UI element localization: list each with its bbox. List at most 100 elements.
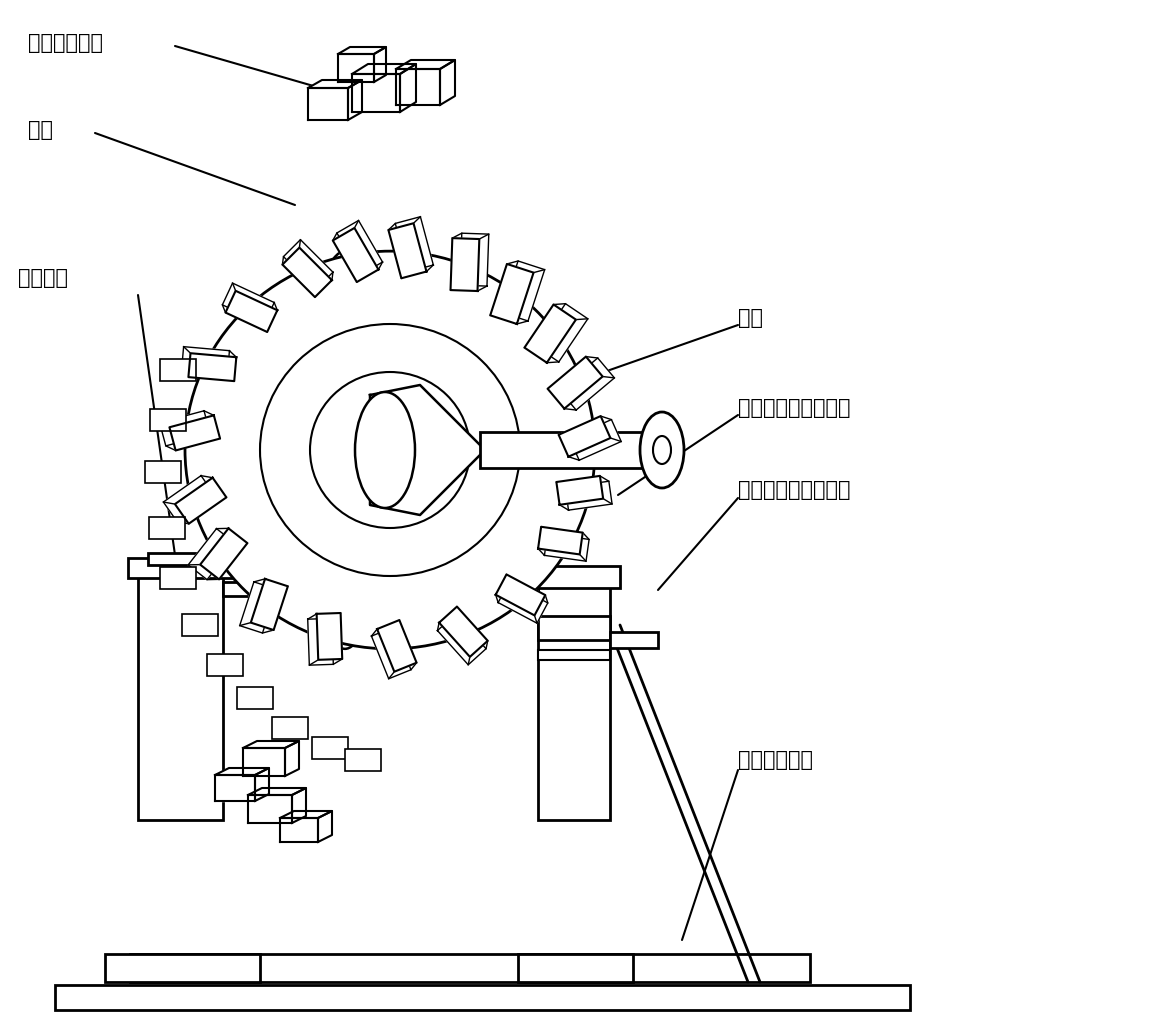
- Polygon shape: [559, 358, 615, 410]
- Polygon shape: [336, 220, 383, 274]
- Polygon shape: [255, 768, 269, 801]
- Polygon shape: [544, 534, 589, 561]
- Ellipse shape: [303, 251, 387, 649]
- Polygon shape: [450, 238, 479, 291]
- Polygon shape: [240, 582, 277, 633]
- Bar: [538, 616, 610, 640]
- Bar: [312, 737, 348, 759]
- Polygon shape: [225, 291, 277, 332]
- Polygon shape: [242, 748, 285, 776]
- Polygon shape: [317, 613, 342, 660]
- Bar: [55, 985, 909, 1009]
- Ellipse shape: [260, 324, 520, 576]
- Bar: [271, 717, 309, 739]
- Polygon shape: [280, 811, 332, 818]
- Bar: [519, 954, 633, 982]
- Polygon shape: [440, 60, 455, 105]
- Polygon shape: [536, 303, 588, 362]
- Polygon shape: [160, 411, 210, 446]
- Polygon shape: [282, 248, 332, 297]
- Polygon shape: [201, 528, 247, 580]
- Polygon shape: [351, 64, 416, 74]
- Polygon shape: [248, 788, 306, 795]
- Polygon shape: [175, 478, 226, 523]
- Bar: [538, 650, 610, 660]
- Ellipse shape: [310, 372, 470, 528]
- Polygon shape: [370, 386, 485, 515]
- Polygon shape: [351, 74, 400, 112]
- Bar: [223, 582, 538, 596]
- Polygon shape: [557, 476, 603, 505]
- Bar: [138, 575, 223, 820]
- Polygon shape: [461, 233, 488, 286]
- Polygon shape: [333, 228, 378, 282]
- Polygon shape: [501, 261, 545, 321]
- Bar: [528, 566, 619, 588]
- Polygon shape: [338, 47, 386, 54]
- Polygon shape: [396, 217, 434, 271]
- Polygon shape: [242, 741, 299, 748]
- Polygon shape: [181, 346, 230, 374]
- Text: 石墨电极底板: 石墨电极底板: [738, 750, 813, 770]
- Bar: [148, 517, 184, 539]
- Polygon shape: [491, 264, 534, 324]
- Polygon shape: [280, 818, 318, 842]
- Polygon shape: [570, 419, 622, 461]
- Polygon shape: [396, 69, 440, 105]
- Text: 高导电率金属支撑轴: 高导电率金属支撑轴: [738, 398, 850, 418]
- Polygon shape: [309, 80, 362, 88]
- Polygon shape: [215, 775, 255, 801]
- Polygon shape: [440, 607, 487, 657]
- Polygon shape: [251, 579, 288, 630]
- Polygon shape: [548, 357, 603, 409]
- Ellipse shape: [355, 392, 415, 508]
- Polygon shape: [348, 80, 362, 120]
- Bar: [237, 687, 273, 709]
- Ellipse shape: [640, 412, 684, 488]
- Bar: [182, 614, 218, 636]
- Polygon shape: [164, 476, 215, 521]
- Bar: [150, 409, 186, 431]
- Polygon shape: [188, 354, 237, 381]
- Text: 叶片: 叶片: [28, 120, 53, 140]
- Polygon shape: [318, 811, 332, 842]
- Bar: [106, 954, 260, 982]
- Polygon shape: [338, 54, 374, 82]
- Text: 高导电率金属支撑座: 高导电率金属支撑座: [738, 480, 850, 500]
- Bar: [160, 567, 196, 589]
- Polygon shape: [524, 304, 575, 363]
- Bar: [130, 954, 810, 982]
- Polygon shape: [396, 60, 455, 69]
- Polygon shape: [374, 47, 386, 82]
- Bar: [206, 654, 242, 676]
- Bar: [160, 359, 196, 381]
- Bar: [128, 558, 233, 578]
- Polygon shape: [495, 575, 545, 616]
- Ellipse shape: [184, 251, 595, 649]
- Polygon shape: [292, 788, 306, 823]
- Text: 转台支座: 转台支座: [19, 268, 68, 288]
- Polygon shape: [538, 526, 582, 554]
- Bar: [145, 461, 181, 483]
- Polygon shape: [248, 795, 292, 823]
- Polygon shape: [307, 619, 333, 665]
- Polygon shape: [215, 768, 269, 775]
- Bar: [480, 432, 641, 468]
- Polygon shape: [188, 528, 235, 580]
- Polygon shape: [498, 582, 548, 623]
- Bar: [148, 553, 216, 565]
- Polygon shape: [169, 415, 220, 450]
- Text: 石墨电极压块: 石墨电极压块: [28, 33, 103, 53]
- Polygon shape: [377, 620, 416, 671]
- Ellipse shape: [653, 436, 670, 464]
- Polygon shape: [400, 64, 416, 112]
- Polygon shape: [283, 240, 333, 289]
- Polygon shape: [223, 283, 274, 324]
- Polygon shape: [285, 741, 299, 776]
- Bar: [610, 632, 658, 648]
- Polygon shape: [565, 481, 612, 510]
- Polygon shape: [437, 615, 486, 665]
- Polygon shape: [389, 223, 427, 279]
- Polygon shape: [559, 416, 610, 456]
- Polygon shape: [309, 88, 348, 120]
